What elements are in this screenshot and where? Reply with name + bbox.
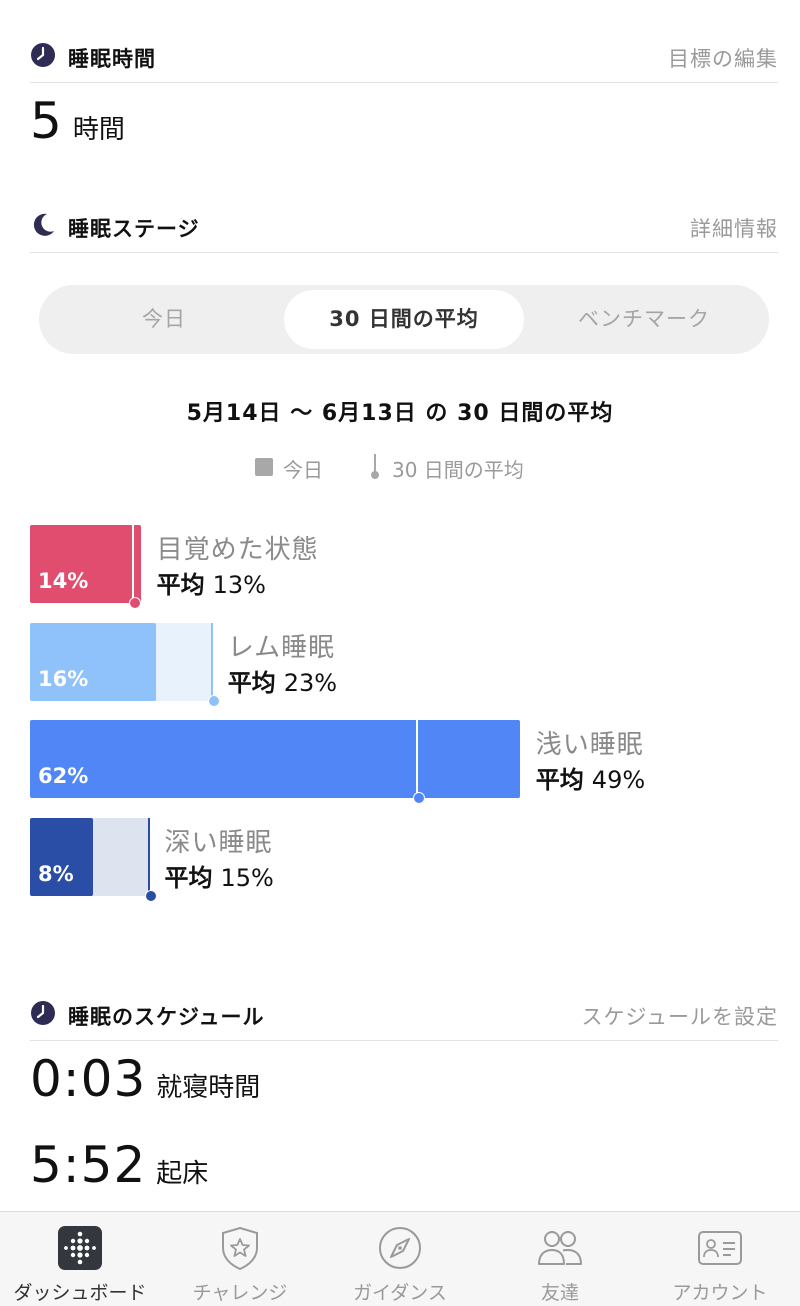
- tab-dashboard-label: ダッシュボード: [13, 1282, 147, 1304]
- sleep-time-header: 睡眠時間 目標の編集: [30, 30, 778, 83]
- stage-average-value: 23%: [283, 668, 338, 697]
- stage-today-bar: [30, 622, 157, 701]
- tab-guidance[interactable]: ガイダンス: [320, 1212, 480, 1306]
- stage-average-value: 49%: [591, 766, 646, 794]
- dashboard-icon: [58, 1226, 102, 1270]
- stage-today-percent: 62%: [38, 764, 89, 788]
- schedule-title: 睡眠のスケジュール: [68, 1005, 265, 1029]
- stage-period-segmented-control: 今日 30 日間の平均 ベンチマーク: [39, 285, 769, 354]
- tab-dashboard[interactable]: ダッシュボード: [0, 1212, 160, 1306]
- stage-average-dot: [413, 792, 426, 804]
- account-card-icon: [698, 1231, 742, 1265]
- sleep-stages-title: 睡眠ステージ: [68, 217, 200, 241]
- sleep-time-title: 睡眠時間: [68, 47, 156, 71]
- edit-goal-link[interactable]: 目標の編集: [668, 47, 778, 71]
- set-schedule-link[interactable]: スケジュールを設定: [581, 1005, 778, 1029]
- challenge-shield-icon: [222, 1226, 258, 1271]
- period-title: 5月14日 〜 6月13日 の 30 日間の平均: [186, 401, 614, 426]
- stage-today-bar: [30, 817, 94, 896]
- tab-benchmark[interactable]: ベンチマーク: [578, 307, 710, 331]
- stage-average-text: 平均 13%: [157, 565, 266, 600]
- stage-today-percent: 8%: [38, 861, 74, 886]
- stage-today-bar: [30, 720, 520, 798]
- wake-row: 5:52 起床: [30, 1136, 208, 1194]
- friends-icon: [538, 1231, 582, 1265]
- stage-average-label: 平均: [535, 766, 584, 794]
- stage-average-label: 平均: [164, 863, 213, 892]
- sleep-stages-header: 睡眠ステージ 詳細情報: [30, 200, 778, 253]
- legend-average-label: 30 日間の平均: [392, 458, 524, 482]
- sleep-time-value: 5: [30, 92, 63, 150]
- tab-today[interactable]: 今日: [142, 307, 186, 331]
- clock-icon: [31, 43, 55, 67]
- wake-label: 起床: [156, 1159, 209, 1189]
- tab-challenge[interactable]: チャレンジ: [160, 1212, 320, 1306]
- tab-account-label: アカウント: [672, 1282, 768, 1304]
- stage-today-bar: [30, 525, 141, 603]
- stage-average-text: 平均 49%: [536, 760, 645, 795]
- stage-average-text: 平均 23%: [228, 663, 337, 698]
- legend-average-pin-icon: [371, 454, 379, 479]
- stage-average-dot: [128, 597, 141, 609]
- stage-today-percent: 14%: [38, 569, 89, 593]
- compass-icon: [379, 1227, 421, 1269]
- stage-name: 深い睡眠: [164, 827, 273, 858]
- legend-today-label: 今日: [283, 458, 323, 482]
- tab-30-day-average[interactable]: 30 日間の平均: [284, 290, 524, 349]
- stage-average-value: 13%: [212, 571, 266, 599]
- schedule-header: 睡眠のスケジュール スケジュールを設定: [30, 988, 778, 1041]
- stage-name: 目覚めた状態: [156, 535, 319, 565]
- moon-icon: [33, 213, 54, 236]
- legend-today-swatch: [255, 458, 273, 476]
- sleep-time-unit: 時間: [72, 115, 125, 145]
- sleep-time-value-row: 5 時間: [30, 92, 125, 150]
- stage-average-label: 平均: [227, 668, 276, 697]
- clock-icon: [31, 1001, 55, 1025]
- tab-account[interactable]: アカウント: [640, 1212, 800, 1306]
- stage-average-value: 15%: [220, 863, 274, 892]
- tab-friends-label: 友達: [540, 1282, 579, 1304]
- stage-average-dot: [207, 694, 220, 707]
- bottom-tab-bar: ダッシュボード チャレンジ ガイダンス 友達: [0, 1211, 800, 1306]
- tab-guidance-label: ガイダンス: [353, 1282, 447, 1304]
- stage-average-label: 平均: [156, 571, 205, 599]
- stage-average-marker: [131, 525, 134, 603]
- bedtime-value: 0:03: [30, 1050, 147, 1108]
- stage-average-dot: [144, 889, 157, 902]
- tab-challenge-label: チャレンジ: [192, 1282, 288, 1304]
- stage-name: レム睡眠: [227, 632, 336, 663]
- stage-average-marker: [147, 817, 150, 896]
- stage-legend: 今日 30 日間の平均: [0, 452, 800, 482]
- stage-average-marker: [210, 622, 213, 701]
- bedtime-row: 0:03 就寝時間: [30, 1050, 260, 1108]
- stage-average-text: 平均 15%: [165, 858, 274, 893]
- stage-average-marker: [416, 720, 419, 798]
- tab-friends[interactable]: 友達: [480, 1212, 640, 1306]
- details-link[interactable]: 詳細情報: [690, 217, 778, 241]
- bedtime-label: 就寝時間: [156, 1073, 261, 1103]
- wake-value: 5:52: [30, 1136, 147, 1194]
- stage-name: 浅い睡眠: [535, 730, 644, 760]
- stage-today-percent: 16%: [38, 666, 89, 691]
